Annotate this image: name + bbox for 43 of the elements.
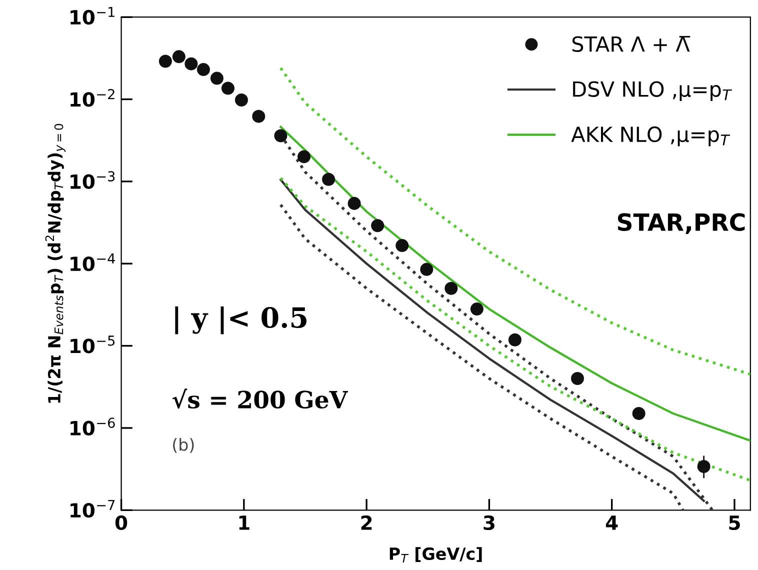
legend-label: AKK NLO ,μ=p$_{T}$ [571, 126, 730, 146]
point [697, 460, 710, 473]
point [184, 57, 198, 70]
point [396, 239, 409, 252]
y-tick-label: 10$^{−7}$ [70, 500, 115, 518]
x-tick-label: 3 [484, 515, 494, 530]
point [158, 54, 172, 68]
y-tick-label: 10$^{−3}$ [70, 171, 115, 189]
point [420, 262, 434, 276]
point [322, 172, 336, 186]
annotation: √s = 200 GeV [172, 388, 348, 409]
x-tick-label: 4 [606, 516, 618, 530]
point [348, 196, 361, 210]
point [221, 82, 234, 95]
point [508, 333, 522, 346]
x-tick-label: 0 [115, 515, 128, 530]
annotation: | y |< 0.5 [175, 306, 306, 334]
point [470, 302, 484, 316]
point [210, 72, 224, 85]
point [196, 63, 210, 76]
y-tick-label: 10$^{−1}$ [70, 6, 114, 25]
y-tick-label: 10$^{−6}$ [70, 418, 115, 436]
y-tick-label: 10$^{−2}$ [70, 88, 114, 107]
point [172, 50, 186, 64]
point [371, 219, 384, 232]
point [444, 282, 458, 295]
point [234, 93, 248, 106]
text: 1/(2π N$_{Events}$p$_{T}$) (d$^{2}$N/dp$_{T}$dy)$_{y=0}$ [45, 124, 66, 403]
y-tick-label: 10$^{−5}$ [70, 336, 115, 354]
point [632, 407, 646, 420]
point [570, 372, 584, 386]
annotation: (b) [173, 438, 194, 453]
x-tick-label: 2 [361, 515, 372, 530]
x-tick-label: 1 [239, 516, 250, 530]
point [298, 150, 311, 164]
legend-label: DSV NLO ,μ=p$_{T}$ [573, 81, 732, 102]
x-tick-label: 5 [729, 516, 740, 530]
point [252, 110, 266, 123]
y-tick-label: 10$^{−4}$ [70, 254, 115, 272]
point [274, 129, 288, 142]
annotation: STAR,PRC [618, 213, 745, 234]
legend-label: STAR Λ + Λ̅ [572, 36, 690, 52]
x-axis-title: P$_{T}$ [GeV/c] [390, 547, 482, 563]
